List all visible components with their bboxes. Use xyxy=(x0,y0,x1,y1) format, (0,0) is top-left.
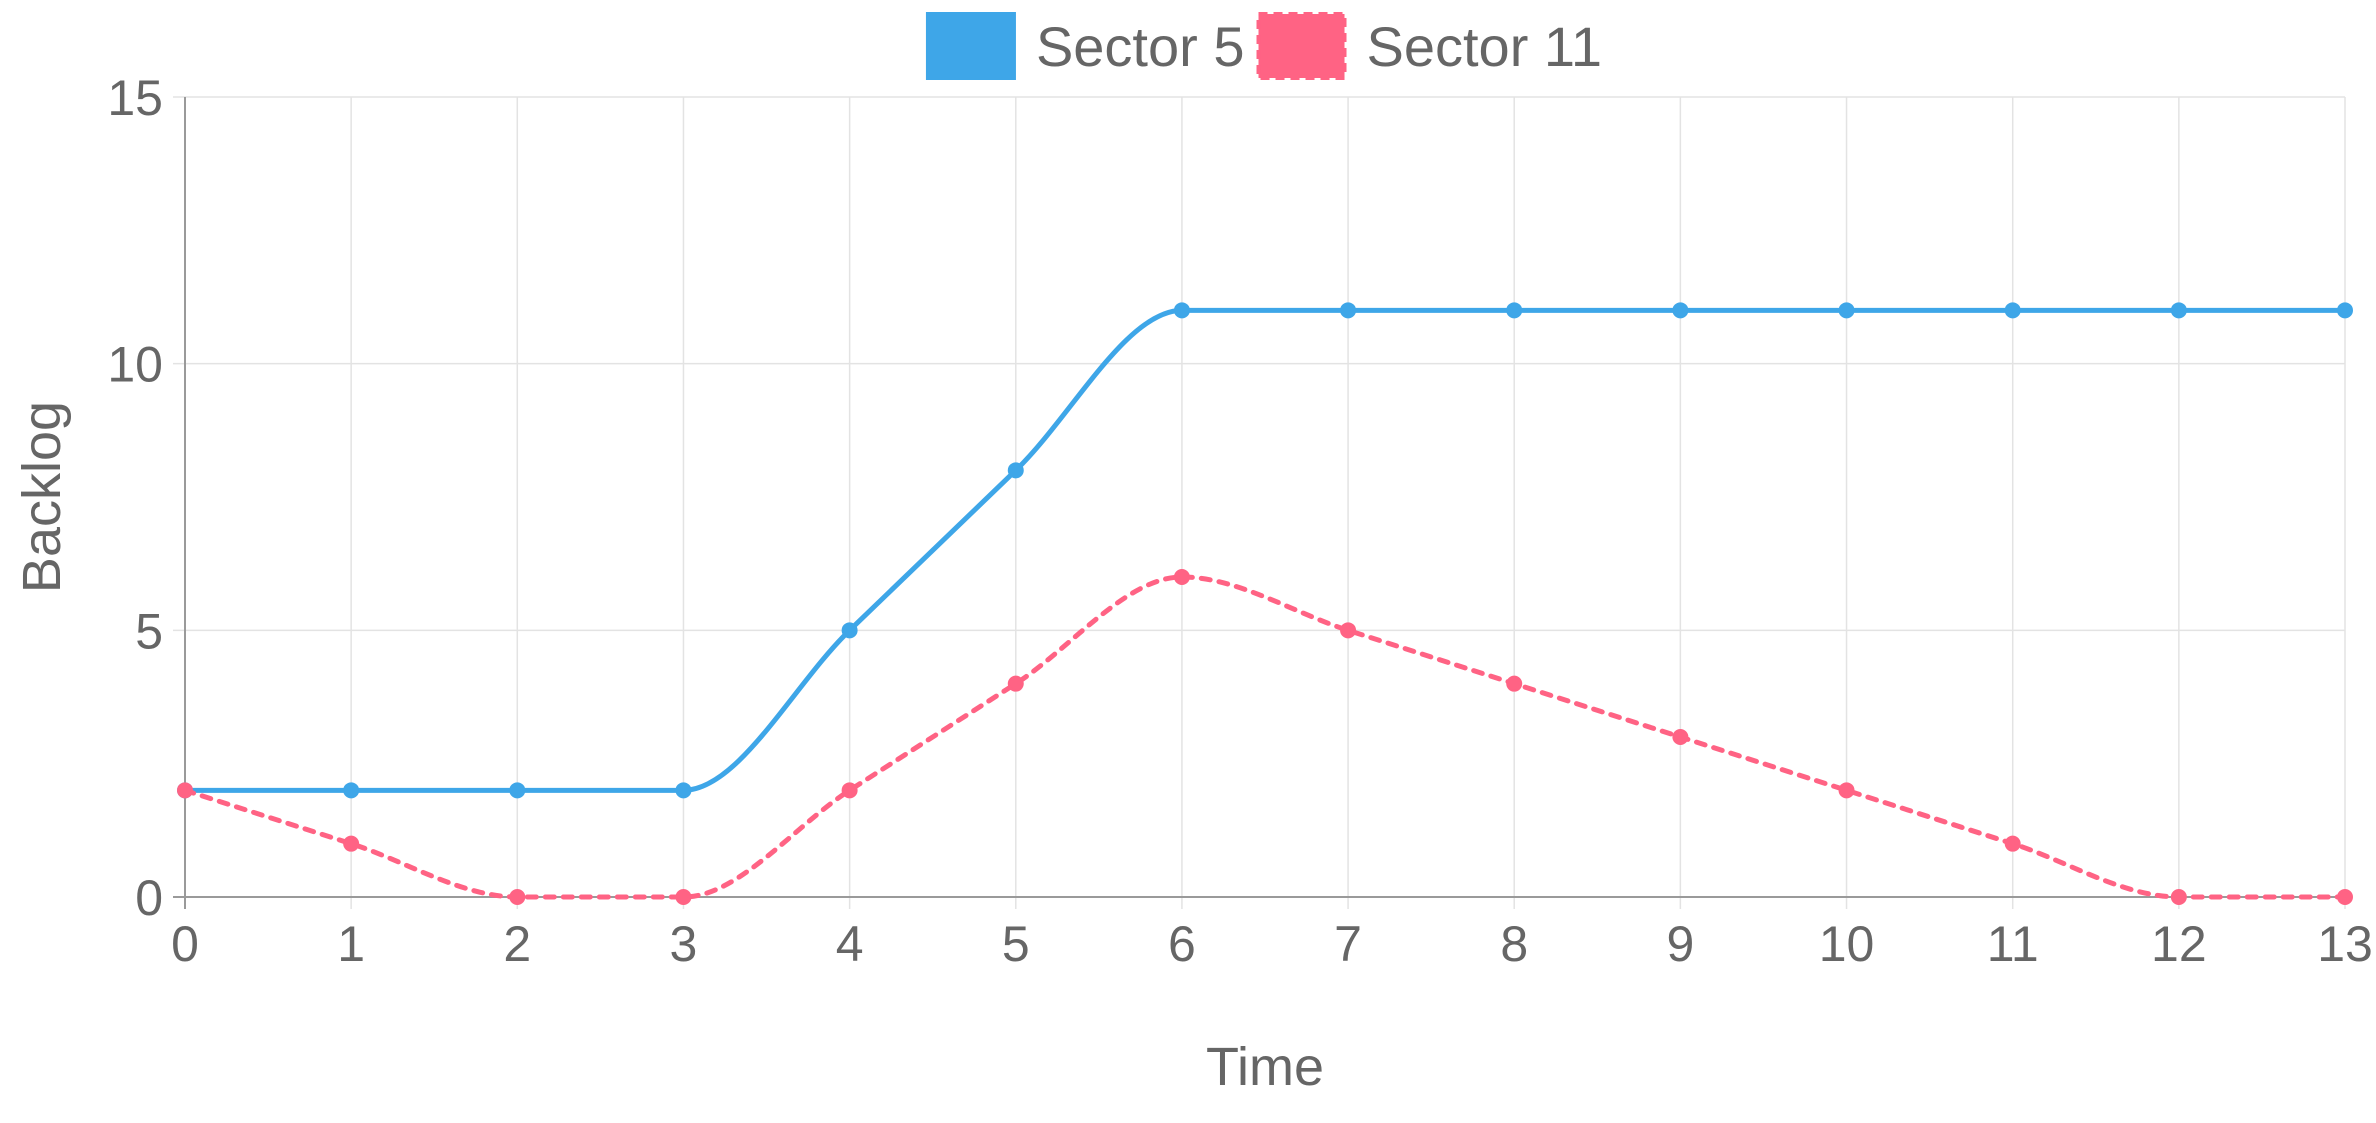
x-tick-label: 8 xyxy=(1500,916,1528,972)
y-tick-label: 10 xyxy=(107,337,163,393)
y-axis-title: Backlog xyxy=(12,401,72,593)
data-point-sector-5 xyxy=(1173,302,1190,319)
data-point-sector-11 xyxy=(2337,889,2353,905)
legend: Sector 5 Sector 11 xyxy=(925,12,1603,80)
x-tick-label: 5 xyxy=(1002,916,1030,972)
series-line-sector-5 xyxy=(182,307,2348,793)
x-tick-label: 4 xyxy=(836,916,864,972)
series-line-sector-11 xyxy=(182,574,2348,900)
data-point-sector-5 xyxy=(2337,302,2353,319)
legend-label-sector-11: Sector 11 xyxy=(1367,15,1603,78)
y-tick-label: 15 xyxy=(107,70,163,126)
x-tick-label: 1 xyxy=(337,916,365,972)
data-point-sector-5 xyxy=(1340,302,1357,319)
y-tick-label: 0 xyxy=(135,870,163,926)
x-tick-label: 11 xyxy=(1987,916,2039,972)
x-tick-label: 7 xyxy=(1334,916,1362,972)
legend-label-sector-5: Sector 5 xyxy=(1036,15,1245,78)
data-point-sector-11 xyxy=(675,889,692,905)
data-point-sector-11 xyxy=(1838,782,1855,799)
data-point-sector-5 xyxy=(841,622,858,639)
x-tick-label: 3 xyxy=(670,916,698,972)
x-tick-label: 6 xyxy=(1168,916,1196,972)
data-point-sector-11 xyxy=(2004,835,2021,852)
y-tick-label: 5 xyxy=(135,603,163,659)
data-point-sector-11 xyxy=(177,782,193,799)
data-point-sector-11 xyxy=(1007,675,1024,692)
data-point-sector-11 xyxy=(2170,889,2187,905)
data-point-sector-5 xyxy=(1838,302,1855,319)
x-tick-label: 2 xyxy=(503,916,531,972)
data-point-sector-11 xyxy=(1340,622,1357,639)
data-point-sector-5 xyxy=(1506,302,1523,319)
data-point-sector-5 xyxy=(343,782,360,799)
x-tick-label: 12 xyxy=(2151,916,2207,972)
x-tick-label: 10 xyxy=(1819,916,1875,972)
data-point-sector-5 xyxy=(675,782,692,799)
legend-swatch-sector-11 xyxy=(1256,12,1347,80)
grid-layer xyxy=(173,96,2346,909)
x-tick-label: 13 xyxy=(2317,916,2373,972)
data-point-sector-11 xyxy=(343,835,360,852)
data-point-sector-5 xyxy=(509,782,526,799)
data-point-sector-5 xyxy=(2004,302,2021,319)
legend-swatch-sector-5 xyxy=(925,12,1016,80)
data-point-sector-5 xyxy=(1007,462,1024,479)
data-point-sector-11 xyxy=(509,889,526,905)
x-axis-title: Time xyxy=(1206,1037,1324,1097)
data-point-sector-5 xyxy=(1672,302,1689,319)
data-point-sector-11 xyxy=(1173,569,1190,585)
data-point-sector-11 xyxy=(1672,729,1689,745)
data-point-sector-11 xyxy=(841,782,858,799)
data-point-sector-11 xyxy=(1506,675,1523,692)
data-point-sector-5 xyxy=(2170,302,2187,319)
x-tick-label: 9 xyxy=(1666,916,1694,972)
series-layer xyxy=(177,302,2353,905)
x-tick-label: 0 xyxy=(171,916,199,972)
